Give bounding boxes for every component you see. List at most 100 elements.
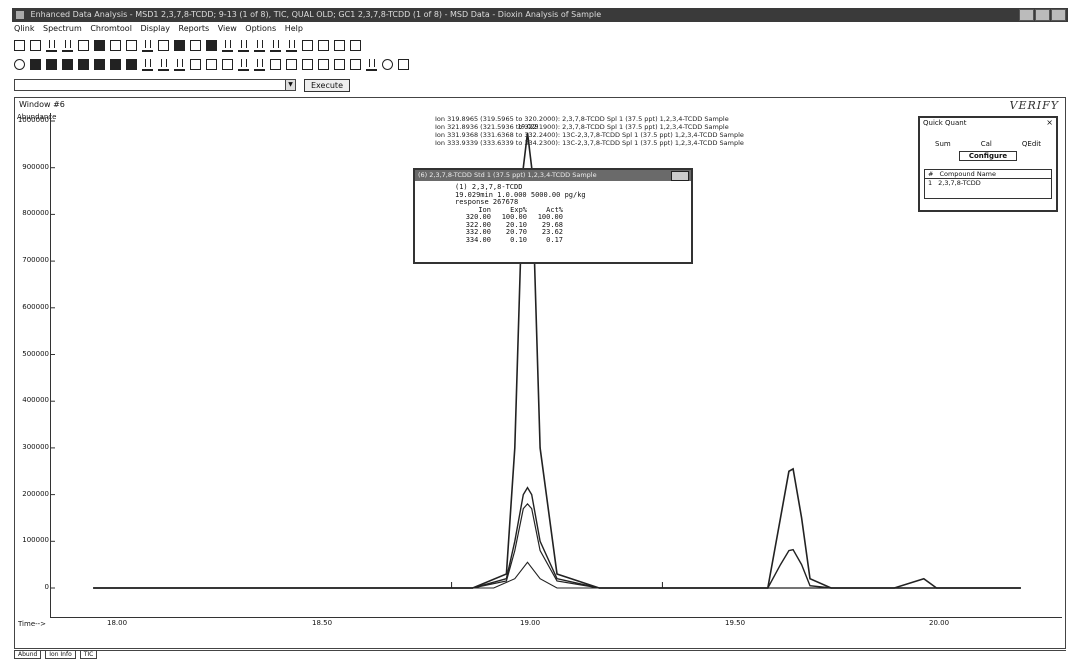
tab-ion-info[interactable]: Ion Info (45, 650, 76, 659)
y-tick: 0 (44, 583, 49, 591)
integrate-icon[interactable] (110, 39, 121, 51)
command-input[interactable] (14, 79, 286, 91)
overlay-icon[interactable] (78, 39, 89, 51)
smooth-icon[interactable] (142, 58, 153, 71)
menu-help[interactable]: Help (284, 24, 303, 33)
tab-tic[interactable]: TIC (79, 650, 98, 659)
log-scale-icon[interactable] (254, 58, 265, 71)
layout-5-icon[interactable] (94, 58, 105, 70)
tic-icon[interactable] (46, 39, 57, 52)
quick-quant-options: Sum Cal QEdit (920, 140, 1056, 148)
y-tick: 1000000 (17, 116, 49, 124)
cell: 20.10 (505, 220, 527, 229)
ion-list: Ion 319.8965 (319.5965 to 320.2000): 2,3… (435, 115, 744, 147)
layout-1-icon[interactable] (30, 58, 41, 70)
layout-2-icon[interactable] (46, 58, 57, 70)
popup-close-icon[interactable] (671, 171, 689, 181)
window-title: Enhanced Data Analysis - MSD1 2,3,7,8-TC… (30, 10, 602, 19)
popup-titlebar[interactable]: (6) 2,3,7,8-TCDD Std 1 (37.5 ppt) 1,2,3,… (415, 170, 691, 181)
layout-3-icon[interactable] (62, 58, 73, 70)
menu-view[interactable]: View (217, 24, 237, 33)
x-tick: 18.50 (312, 619, 333, 627)
compare-icon[interactable] (190, 58, 201, 70)
peak-info-popup[interactable]: (6) 2,3,7,8-TCDD Std 1 (37.5 ppt) 1,2,3,… (413, 168, 693, 264)
cal-option[interactable]: Cal (980, 140, 992, 148)
close-icon[interactable]: × (1046, 118, 1053, 127)
zoom-icon[interactable] (94, 39, 105, 51)
draw-baseline-icon[interactable] (174, 58, 185, 71)
y-tick: 300000 (22, 442, 49, 451)
cascade-icon[interactable] (334, 58, 345, 70)
load-file-icon[interactable] (30, 39, 41, 51)
popup-line: (1) 2,3,7,8-TCDD (455, 183, 523, 191)
menu-qlink[interactable]: Qlink (14, 24, 35, 33)
popup-line: response 267678 (455, 198, 519, 206)
quant-icon[interactable] (222, 58, 233, 70)
table-row[interactable]: 1 2,3,7,8-TCDD (925, 179, 1051, 187)
popup-body: (1) 2,3,7,8-TCDD 19.029min 1.0.000 5000.… (415, 181, 691, 244)
cell: 29.68 (541, 220, 563, 229)
subtract-icon[interactable] (158, 39, 169, 51)
crosshair-icon[interactable] (14, 58, 25, 70)
window-icon[interactable] (302, 58, 313, 70)
close-button[interactable] (1051, 9, 1066, 21)
help-icon[interactable] (350, 39, 361, 51)
cell: 100.00 (501, 213, 527, 221)
target-icon[interactable] (382, 58, 393, 70)
ion-trace-3 (93, 502, 1021, 589)
calibrate-icon[interactable] (206, 58, 217, 70)
scale-icon[interactable] (158, 58, 169, 71)
menu-bar: Qlink Spectrum Chromtool Display Reports… (14, 23, 1064, 34)
menu-spectrum[interactable]: Spectrum (43, 24, 82, 33)
chromatogram-plot[interactable]: 19.029 1000000 900000 800000 700000 600000 50… (18, 113, 1062, 618)
quick-quant-panel[interactable]: Quick Quant × Sum Cal QEdit Configure # … (918, 116, 1058, 212)
refresh-icon[interactable] (350, 58, 361, 70)
layout-7-icon[interactable] (126, 58, 137, 70)
eic-icon[interactable] (62, 39, 73, 52)
tile-icon[interactable] (318, 58, 329, 70)
layout-6-icon[interactable] (110, 58, 121, 70)
maximize-button[interactable] (1035, 9, 1050, 21)
auto-integrate-icon[interactable] (222, 39, 233, 52)
question-icon[interactable] (398, 58, 409, 70)
delete-peak-icon[interactable] (286, 39, 297, 52)
baseline-icon[interactable] (254, 39, 265, 52)
settings-icon[interactable] (334, 39, 345, 51)
layout-4-icon[interactable] (78, 58, 89, 70)
chevron-down-icon[interactable]: ▼ (286, 79, 296, 91)
qedit-option[interactable]: QEdit (1021, 140, 1041, 148)
menu-chromtool[interactable]: Chromtool (90, 24, 132, 33)
ion-ratio-icon[interactable] (270, 58, 281, 70)
ion-trace-4 (93, 561, 1021, 589)
popup-header-row: Ion Exp% Act% (455, 205, 691, 215)
minimize-button[interactable] (1019, 9, 1034, 21)
library-search-icon[interactable] (174, 39, 185, 51)
arrow-icon[interactable] (366, 58, 377, 71)
spectrum-icon[interactable] (126, 39, 137, 51)
manual-integrate-icon[interactable] (238, 39, 249, 52)
time-axis-label: Time--> (18, 620, 47, 628)
y-tick: 900000 (22, 162, 49, 171)
menu-options[interactable]: Options (245, 24, 277, 33)
qc-icon[interactable] (286, 58, 297, 70)
tab-abund[interactable]: Abund (14, 650, 42, 659)
compound-table[interactable]: # Compound Name 1 2,3,7,8-TCDD (924, 169, 1052, 199)
open-file-icon[interactable] (14, 39, 25, 51)
menu-reports[interactable]: Reports (178, 24, 210, 33)
configure-button[interactable]: Configure (959, 151, 1017, 161)
peak-icon[interactable] (142, 39, 153, 52)
print-icon[interactable] (206, 39, 217, 51)
export-icon[interactable] (318, 39, 329, 51)
menu-display[interactable]: Display (140, 24, 170, 33)
header-act: Act% (546, 205, 563, 214)
execute-button[interactable]: Execute (304, 78, 350, 92)
table-header: # Compound Name (925, 170, 1051, 179)
mass-icon[interactable] (190, 39, 201, 51)
axis-icon[interactable] (238, 58, 249, 71)
toolbar-1 (14, 37, 614, 53)
sum-option[interactable]: Sum (935, 140, 951, 148)
x-tick: 19.50 (725, 619, 746, 627)
report-icon[interactable] (302, 39, 313, 51)
ion-line: Ion 319.8965 (319.5965 to 320.2000): 2,3… (435, 115, 729, 123)
split-peak-icon[interactable] (270, 39, 281, 52)
